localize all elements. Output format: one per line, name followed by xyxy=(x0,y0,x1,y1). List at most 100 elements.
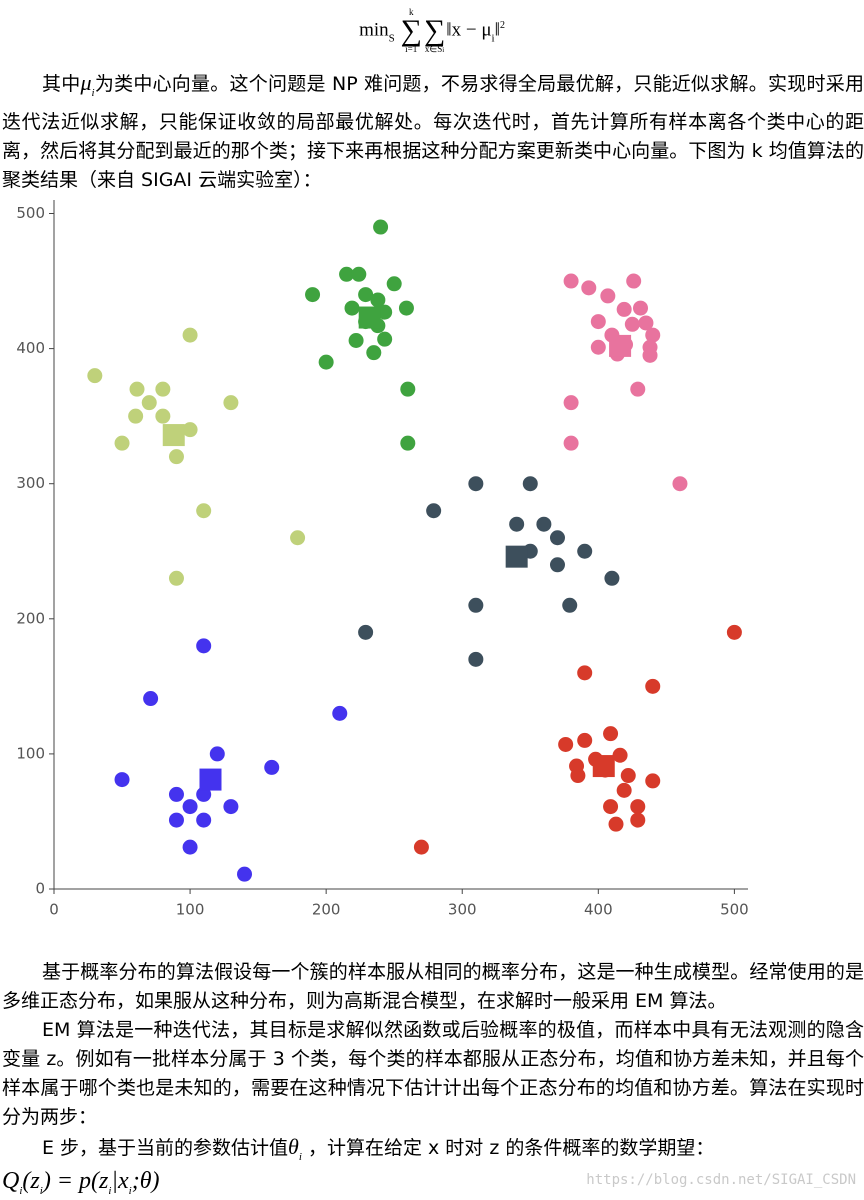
point xyxy=(570,768,586,784)
formula-text: min xyxy=(359,19,389,41)
point xyxy=(351,266,367,282)
formula-text: i xyxy=(108,1185,112,1197)
formula-text: ) = p(z xyxy=(42,1168,109,1194)
point xyxy=(358,624,374,640)
formula-text: i xyxy=(39,1185,43,1197)
x-tick-label: 300 xyxy=(448,901,477,919)
point xyxy=(536,516,552,532)
point xyxy=(413,839,429,855)
point xyxy=(468,476,484,492)
text: E 步，基于当前的参数估计值 xyxy=(42,1137,289,1159)
point xyxy=(549,557,565,573)
y-tick-label: 100 xyxy=(16,744,45,762)
point xyxy=(143,691,159,707)
formula-text: S xyxy=(388,32,395,45)
x-tick-label: 400 xyxy=(584,901,613,919)
point xyxy=(182,422,198,438)
x-tick-label: 500 xyxy=(720,901,749,919)
formula-text: i xyxy=(19,1185,23,1197)
point xyxy=(590,314,606,330)
point xyxy=(726,624,742,640)
point xyxy=(577,543,593,559)
point xyxy=(562,597,578,613)
point xyxy=(563,435,579,451)
y-tick-label: 400 xyxy=(16,339,45,357)
formula-text: i xyxy=(491,32,495,45)
point xyxy=(426,503,442,519)
formula-text: ;θ) xyxy=(131,1168,160,1194)
point xyxy=(630,812,646,828)
point xyxy=(128,408,144,424)
centroid xyxy=(609,334,632,357)
point xyxy=(182,839,198,855)
formula-text: |x xyxy=(111,1168,129,1194)
point xyxy=(223,799,239,815)
paragraph: EM 算法是一种迭代法，其目标是求解似然函数或后验概率的极值，而样本中具有无法观… xyxy=(2,1019,864,1128)
formula-sum: k ∑ i=1 xyxy=(401,8,422,54)
math: i xyxy=(298,1151,302,1163)
formula-text: k xyxy=(408,7,414,17)
formula-text: ‖x − μ xyxy=(446,19,492,41)
point xyxy=(468,597,484,613)
centroid xyxy=(358,306,381,329)
text-block: 基于概率分布的算法假设每一个簇的样本服从相同的概率分布，这是一种生成模型。经常使… xyxy=(2,958,864,1172)
point xyxy=(348,333,364,349)
point xyxy=(616,301,632,317)
point xyxy=(87,368,103,384)
formula-text: (z xyxy=(22,1168,40,1194)
point xyxy=(581,280,597,296)
point xyxy=(626,273,642,289)
point xyxy=(290,530,306,546)
point xyxy=(366,345,382,361)
formula-text: ∑ xyxy=(400,14,422,47)
point xyxy=(114,772,130,788)
paragraph: E 步，基于当前的参数估计值θi ，计算在给定 x 时对 z 的条件概率的数学期… xyxy=(2,1132,864,1172)
point xyxy=(645,327,661,343)
point xyxy=(616,782,632,798)
point xyxy=(196,786,212,802)
point xyxy=(386,276,402,292)
point xyxy=(400,381,416,397)
point xyxy=(600,288,616,304)
formula-sum: ∑ x∈Si xyxy=(424,8,445,54)
point xyxy=(558,736,574,752)
y-tick-label: 0 xyxy=(35,880,45,898)
math: i xyxy=(91,87,95,99)
point xyxy=(630,381,646,397)
math: μ xyxy=(80,70,92,95)
point xyxy=(630,799,646,815)
formula-text: i xyxy=(442,46,445,54)
point xyxy=(182,799,198,815)
centroid xyxy=(199,768,222,791)
point xyxy=(577,665,593,681)
formula: minS k ∑ i=1 ∑ x∈Si ‖x − μi‖2 xyxy=(0,8,864,54)
text: 为类中心向量。这个问题是 NP 难问题，不易求得全局最优解，只能近似求解。实现时… xyxy=(2,73,864,191)
point xyxy=(377,304,393,320)
formula-text: x∈S xyxy=(424,44,443,54)
point xyxy=(509,516,525,532)
point xyxy=(468,651,484,667)
point xyxy=(305,287,321,303)
point xyxy=(612,747,628,763)
point xyxy=(549,530,565,546)
point xyxy=(645,773,661,789)
point xyxy=(638,315,654,331)
point xyxy=(168,570,184,586)
point xyxy=(196,638,212,654)
point xyxy=(632,300,648,316)
point xyxy=(168,812,184,828)
point xyxy=(398,300,414,316)
math: θ xyxy=(288,1134,299,1159)
centroid xyxy=(505,545,528,568)
point xyxy=(624,316,640,332)
point xyxy=(377,331,393,347)
formula-text: ∑ xyxy=(423,14,446,47)
text: 其中 xyxy=(42,73,81,95)
point xyxy=(318,354,334,370)
paragraph: 其中μi为类中心向量。这个问题是 NP 难问题，不易求得全局最优解，只能近似求解… xyxy=(2,68,864,195)
point xyxy=(672,476,688,492)
point xyxy=(182,327,198,343)
point xyxy=(522,476,538,492)
y-tick-label: 200 xyxy=(16,609,45,627)
y-tick-label: 500 xyxy=(16,204,45,222)
